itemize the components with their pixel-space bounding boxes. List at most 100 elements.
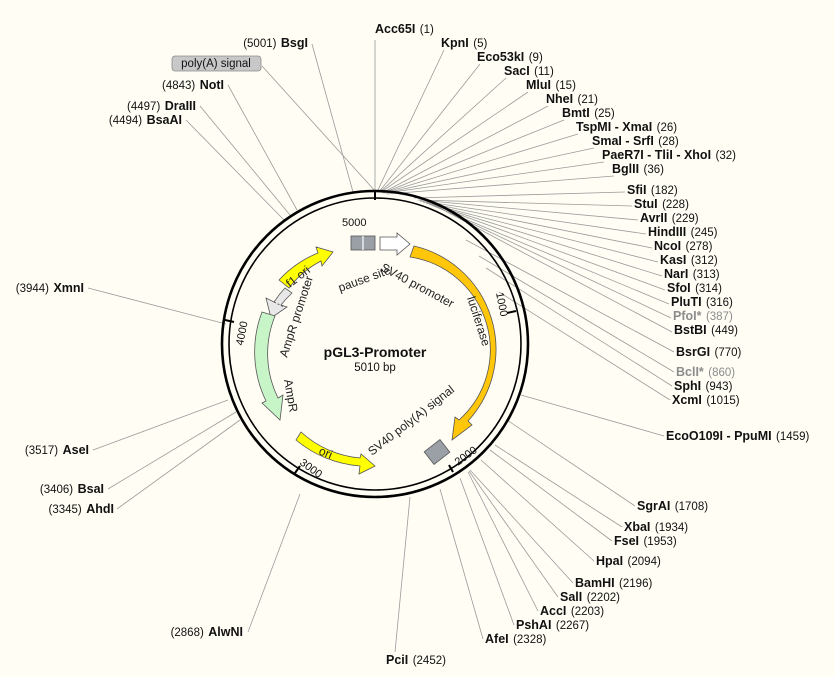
site-name: TspMI - XmaI [576,120,652,134]
svg-text:SfoI (314): SfoI (314) [667,279,722,296]
svg-text:SphI (943): SphI (943) [674,377,733,394]
svg-text:SfiI (182): SfiI (182) [627,181,678,198]
site-label[interactable]: HindIII (245) [648,223,718,240]
leader-line [469,469,574,584]
site-position: (1934) [655,522,688,534]
site-label[interactable]: KpnI (5) [441,34,487,51]
site-name: NcoI [654,239,681,253]
site-label[interactable]: SfoI (314) [667,279,722,296]
ori-arrow[interactable] [295,431,376,475]
site-label[interactable]: XcmI (1015) [672,391,740,408]
site-position: (3944) [16,283,49,295]
site-label[interactable]: Acc65I (1) [375,20,434,37]
luciferase-arrow[interactable] [409,245,497,441]
leader-line [116,419,241,510]
leader-line [383,133,579,194]
site-label[interactable]: (5001) BsgI [243,34,308,51]
site-label[interactable]: NarI (313) [664,265,720,282]
svg-text:BstBI (449): BstBI (449) [674,321,738,338]
site-label[interactable]: NcoI (278) [654,237,713,254]
site-label[interactable]: FseI (1953) [614,532,677,549]
site-label[interactable]: PfoI* (387) [673,307,733,324]
site-position: (2868) [171,627,204,639]
site-label[interactable]: AccI (2203) [540,602,604,619]
sv40-polya-box[interactable] [423,438,451,466]
site-label[interactable]: MluI (15) [526,76,576,93]
f1-ori-arrow[interactable] [278,246,334,289]
site-position: (1015) [706,395,739,407]
site-label[interactable]: BsrGI (770) [676,343,742,360]
site-position: (313) [693,269,720,281]
site-label[interactable]: BstBI (449) [674,321,738,338]
polya-highlight-box [171,55,262,72]
site-position: (1953) [643,536,676,548]
site-label[interactable]: AfeI (2328) [485,630,546,647]
svg-text:NarI (313): NarI (313) [664,265,720,282]
site-label[interactable]: (2868) AlwNI [171,623,243,640]
site-position: (5001) [243,38,276,50]
svg-text:AccI (2203): AccI (2203) [540,602,604,619]
site-label[interactable]: SfiI (182) [627,181,678,198]
leader-line [378,63,481,193]
svg-text:EcoO109I - PpuMI (1459): EcoO109I - PpuMI (1459) [666,427,809,444]
site-label[interactable]: PaeR7I - TliI - XhoI (32) [602,146,736,163]
site-label[interactable]: (3944) XmnI [16,279,84,296]
site-label[interactable]: (4843) NotI [162,76,224,93]
leader-line [506,419,636,507]
site-label[interactable]: HpaI (2094) [596,552,661,569]
site-label[interactable]: StuI (228) [634,195,689,212]
svg-text:(4494) BsaAI: (4494) BsaAI [109,111,182,128]
site-label[interactable]: SalI (2202) [560,588,620,605]
svg-text:XbaI (1934): XbaI (1934) [624,518,688,535]
site-label[interactable]: Eco53kI (9) [477,48,543,65]
site-label[interactable]: NheI (21) [546,90,598,107]
site-label[interactable]: SacI (11) [504,62,554,79]
site-name: HindIII [648,225,686,239]
leader-line [185,119,285,221]
svg-text:HpaI (2094): HpaI (2094) [596,552,661,569]
leader-line [394,496,411,653]
ampr-promoter-arrow[interactable] [265,287,293,319]
site-name: AseI [63,443,89,457]
site-label[interactable]: PluTI (316) [671,293,733,310]
site-label[interactable]: SphI (943) [674,377,733,394]
site-label[interactable]: PciI (2452) [386,651,446,668]
site-position: (36) [644,164,665,176]
site-name: MluI [526,78,551,92]
site-name: AccI [540,604,566,618]
site-name: BsaAI [147,113,182,127]
site-position: (2452) [413,655,446,667]
ampr-label: AmpR [281,378,301,414]
svg-text:Acc65I (1): Acc65I (1) [375,20,434,37]
site-label[interactable]: BclI* (860) [676,363,735,380]
site-name: DraIII [165,99,196,113]
svg-text:AvrII (229): AvrII (229) [640,209,699,226]
site-label[interactable]: (3345) AhdI [49,500,114,517]
site-name: AhdI [86,502,114,516]
polya-highlight-label: poly(A) signal [181,58,251,70]
site-label[interactable]: PshAI (2267) [516,616,589,633]
site-label[interactable]: (3406) BsaI [40,480,104,497]
site-label[interactable]: SmaI - SrfI (28) [592,132,679,149]
site-name: Eco53kI [477,50,524,64]
site-label[interactable]: EcoO109I - PpuMI (1459) [666,427,809,444]
site-label[interactable]: TspMI - XmaI (26) [576,118,677,135]
site-label[interactable]: KasI (312) [660,251,718,268]
site-label[interactable]: XbaI (1934) [624,518,688,535]
svg-text:PaeR7I - TliI - XhoI (32): PaeR7I - TliI - XhoI (32) [602,146,736,163]
site-label[interactable]: BamHI (2196) [575,574,652,591]
site-position: (312) [691,255,718,267]
site-label[interactable]: SgrAI (1708) [637,497,708,514]
site-name: XbaI [624,520,650,534]
site-label[interactable]: (4497) DraIII [127,97,196,114]
site-label[interactable]: BmtI (25) [562,104,615,121]
site-label[interactable]: AvrII (229) [640,209,699,226]
site-label[interactable]: BglII (36) [612,160,664,177]
site-label[interactable]: (3517) AseI [25,441,89,458]
site-label[interactable]: (4494) BsaAI [109,111,182,128]
leader-line [439,488,484,640]
sv40-promoter-arrow[interactable] [379,232,411,256]
ampr-arrow[interactable] [254,311,284,421]
leader-line [199,105,291,216]
tick-1000: 1000 [493,291,509,317]
